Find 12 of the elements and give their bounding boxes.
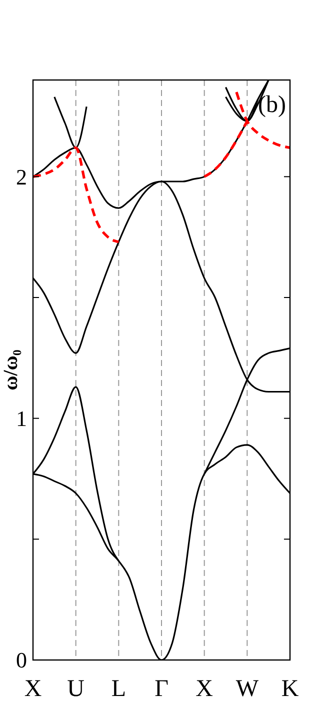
- y-tick-label: 2: [16, 164, 27, 190]
- x-tick-label: Γ: [154, 676, 169, 702]
- x-tick-label: X: [196, 676, 214, 702]
- x-tick-label: X: [24, 676, 42, 702]
- x-tick-label: W: [236, 676, 259, 702]
- y-tick-label: 1: [16, 406, 27, 432]
- y-tick-label: 0: [16, 648, 27, 673]
- y-axis-title: ω/ω₀: [0, 350, 22, 390]
- x-tick-label: K: [281, 676, 300, 702]
- annotation: (b): [258, 92, 286, 118]
- x-tick-label: L: [111, 676, 126, 702]
- x-tick-label: U: [67, 676, 85, 702]
